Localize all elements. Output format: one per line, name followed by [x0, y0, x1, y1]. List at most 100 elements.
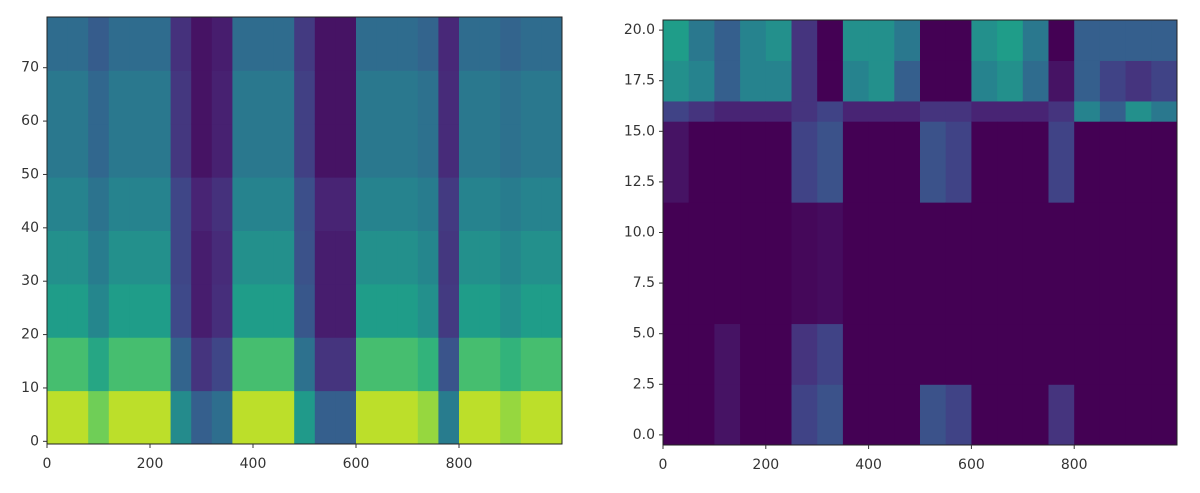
- heatmap-cell: [314, 123, 336, 178]
- heatmap-cell: [920, 202, 947, 325]
- x-tick-label: 600: [343, 456, 370, 472]
- heatmap-cell: [945, 20, 972, 61]
- heatmap-cell: [438, 177, 460, 231]
- heatmap-cell: [376, 177, 398, 231]
- heatmap-cell: [1074, 121, 1101, 203]
- heatmap-cell: [232, 390, 254, 445]
- heatmap-cell: [1151, 20, 1178, 61]
- heatmap-cell: [1048, 20, 1075, 61]
- heatmap-cell: [1151, 202, 1178, 325]
- y-tick-label: 12.5: [624, 174, 655, 190]
- heatmap-cell: [663, 20, 690, 61]
- heatmap-cell: [314, 337, 336, 392]
- y-tick-label: 2.5: [633, 376, 655, 392]
- heatmap-cell: [376, 390, 398, 445]
- heatmap-cell: [459, 17, 481, 71]
- heatmap-cell: [438, 230, 460, 285]
- heatmap-cell: [520, 230, 542, 285]
- heatmap-cell: [817, 60, 844, 102]
- heatmap-cell: [520, 177, 542, 231]
- heatmap-cell: [150, 123, 172, 178]
- heatmap-cell: [253, 177, 275, 231]
- heatmap-cell: [170, 230, 192, 285]
- heatmap-cell: [129, 177, 151, 231]
- heatmap-cell: [129, 390, 151, 445]
- heatmap-cell: [294, 177, 316, 231]
- heatmap-cell: [335, 390, 357, 445]
- heatmap-cell: [314, 390, 336, 445]
- y-tick-label: 50: [21, 166, 39, 182]
- heatmap-cell: [868, 20, 895, 61]
- heatmap-cell: [88, 390, 110, 445]
- heatmap-cell: [842, 384, 870, 446]
- heatmap-cell: [253, 123, 275, 178]
- heatmap-cell: [397, 177, 419, 231]
- heatmap-cell: [294, 17, 316, 71]
- heatmap-cell: [335, 230, 357, 285]
- heatmap-cell: [894, 60, 921, 102]
- y-tick-label: 0.0: [633, 427, 655, 443]
- heatmap-cell: [740, 323, 767, 385]
- heatmap-cell: [817, 384, 844, 446]
- heatmap-cell: [1125, 100, 1152, 122]
- heatmap-cell: [663, 121, 690, 203]
- heatmap-cell: [541, 17, 563, 71]
- heatmap-cell: [1099, 323, 1127, 385]
- heatmap-cell: [945, 60, 972, 102]
- x-tick-label: 200: [137, 456, 164, 472]
- heatmap-cell: [1125, 60, 1152, 102]
- heatmap-cell: [88, 17, 110, 71]
- heatmap-cell: [170, 17, 192, 71]
- heatmap: [47, 17, 563, 445]
- heatmap-cell: [479, 390, 501, 445]
- heatmap-cell: [1125, 121, 1152, 203]
- heatmap-cell: [191, 70, 213, 125]
- heatmap-cell: [541, 177, 563, 231]
- y-tick-label: 15.0: [624, 123, 655, 139]
- heatmap-cell: [765, 121, 792, 203]
- heatmap-cell: [1048, 323, 1075, 385]
- heatmap-cell: [1074, 202, 1101, 325]
- heatmap-cell: [67, 283, 89, 338]
- heatmap-cell: [1022, 100, 1049, 122]
- y-tick-label: 70: [21, 60, 39, 76]
- heatmap-cell: [997, 20, 1024, 61]
- heatmap-cell: [971, 60, 998, 102]
- heatmap-cell: [88, 70, 110, 125]
- heatmap-cell: [868, 121, 895, 203]
- heatmap-cell: [1074, 100, 1101, 122]
- heatmap-cell: [663, 323, 690, 385]
- heatmap-cell: [459, 337, 481, 392]
- heatmap-cell: [920, 20, 947, 61]
- heatmap-cell: [1074, 60, 1101, 102]
- heatmap-cell: [314, 283, 336, 338]
- heatmap-cell: [273, 230, 295, 285]
- heatmap-cell: [688, 384, 715, 446]
- heatmap-cell: [920, 384, 947, 446]
- heatmap-cell: [356, 283, 378, 338]
- heatmap-cell: [438, 123, 460, 178]
- heatmap-cell: [88, 177, 110, 231]
- heatmap-cell: [971, 323, 998, 385]
- y-tick-label: 7.5: [633, 275, 655, 291]
- heatmap-cell: [520, 70, 542, 125]
- heatmap-cell: [1099, 384, 1127, 446]
- heatmap-cell: [791, 323, 818, 385]
- heatmap-cell: [356, 337, 378, 392]
- heatmap-cell: [67, 177, 89, 231]
- heatmap-cell: [211, 283, 233, 338]
- heatmap-cell: [997, 384, 1024, 446]
- heatmap-cell: [170, 123, 192, 178]
- heatmap-cell: [500, 283, 522, 338]
- heatmap-cell: [191, 390, 213, 445]
- heatmap-cell: [170, 177, 192, 231]
- heatmap-cell: [397, 70, 419, 125]
- heatmap-cell: [479, 230, 501, 285]
- heatmap-cell: [47, 337, 69, 392]
- heatmap-cell: [211, 177, 233, 231]
- heatmap-cell: [791, 100, 818, 122]
- heatmap-cell: [714, 20, 741, 61]
- heatmap-cell: [232, 17, 254, 71]
- heatmap-cell: [170, 390, 192, 445]
- heatmap-cell: [459, 390, 481, 445]
